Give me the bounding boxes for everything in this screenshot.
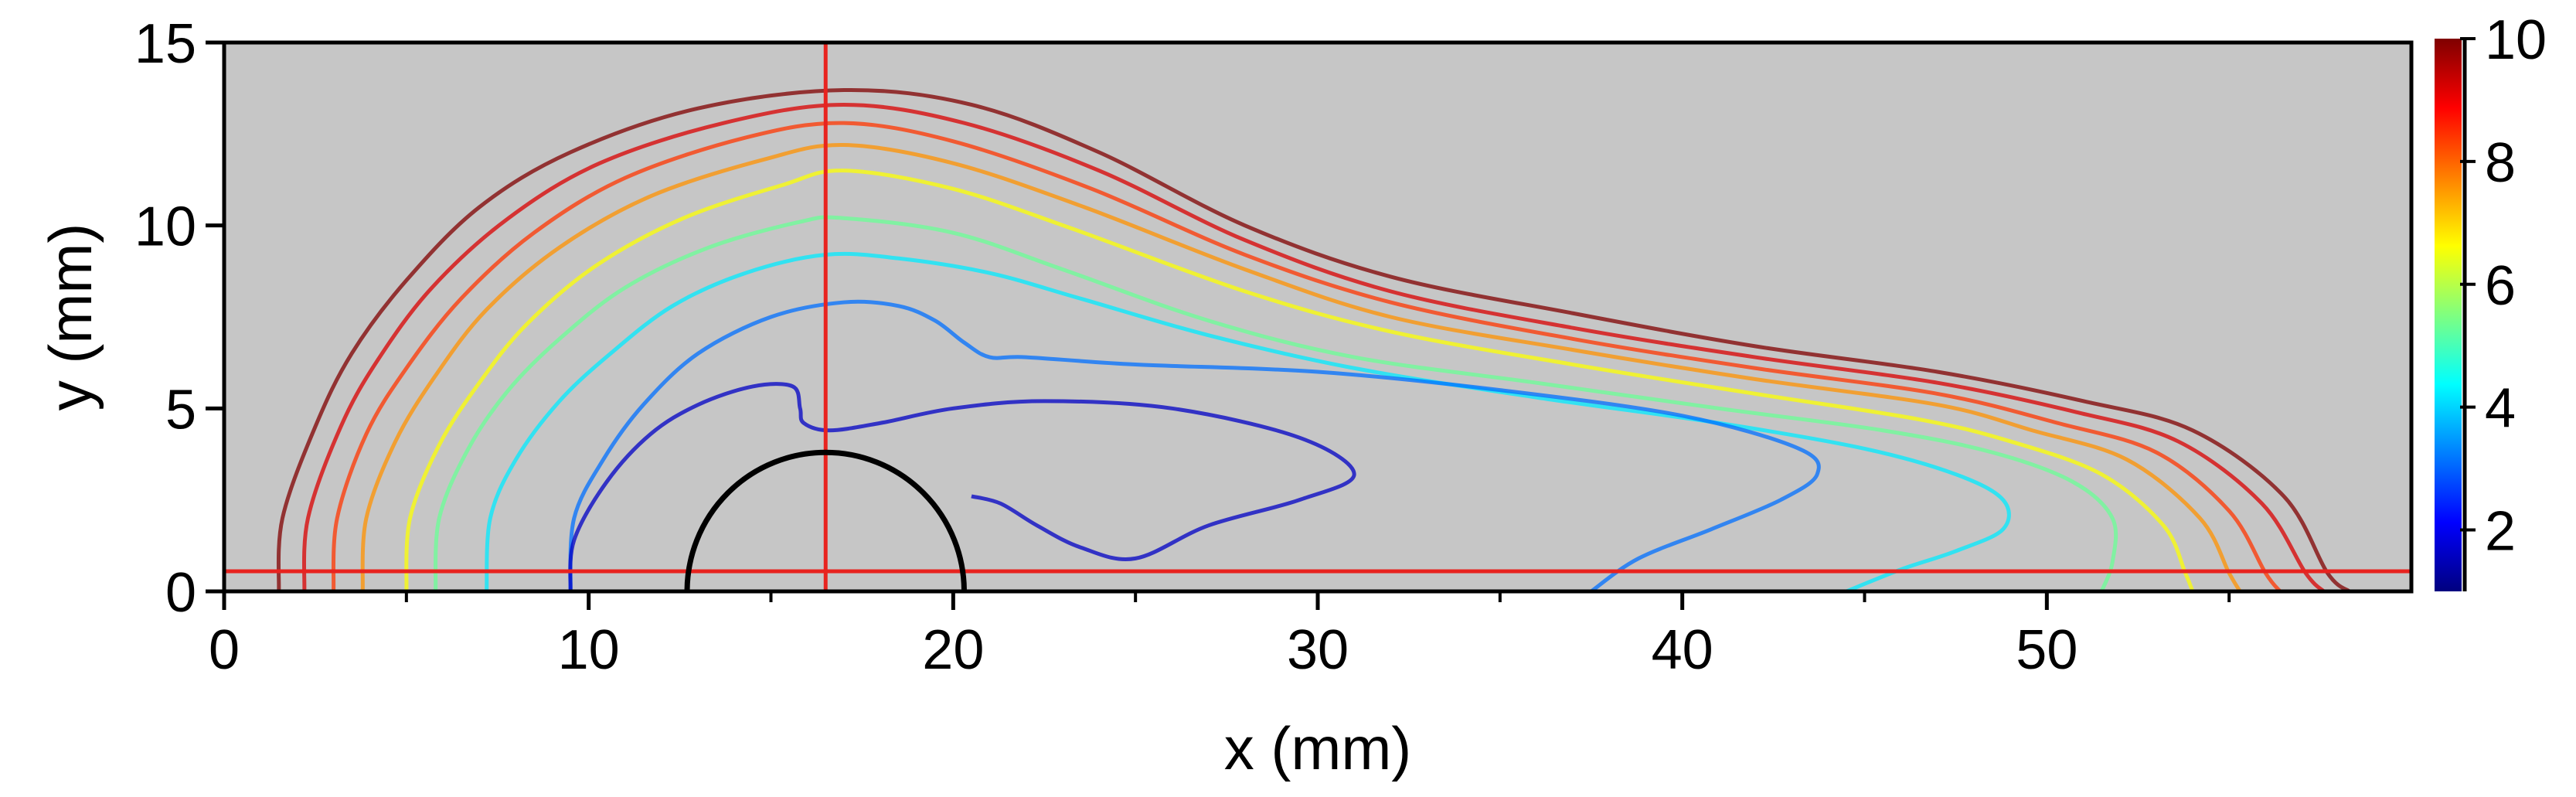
colorbar: 2 4 6 8 10 (2435, 9, 2547, 591)
x-tick-label: 0 (209, 619, 240, 681)
y-tick-label: 10 (134, 196, 196, 258)
colorbar-tick-label: 4 (2485, 378, 2516, 440)
contour-line-4 (404, 169, 2195, 592)
x-axis: 0 10 20 30 40 50 (209, 591, 2231, 681)
y-axis-label: y (mm) (36, 223, 104, 411)
y-tick-label: 5 (165, 379, 196, 441)
contour-line-2 (331, 121, 2282, 593)
x-tick-label: 50 (2016, 619, 2077, 681)
contour-line-7 (568, 299, 1821, 594)
contour-line-8 (568, 382, 1356, 592)
y-axis: 0 5 10 15 (134, 13, 224, 624)
y-tick-label: 15 (134, 13, 196, 75)
contour-line-3 (360, 143, 2242, 593)
x-tick-label: 40 (1652, 619, 1713, 681)
contour-line-6 (485, 251, 2011, 594)
contour-line-5 (434, 215, 2118, 592)
x-axis-label: x (mm) (1224, 714, 1412, 782)
colorbar-tick-label: 2 (2485, 501, 2516, 563)
colorbar-gradient (2435, 39, 2462, 591)
colorbar-tick-label: 6 (2485, 255, 2516, 317)
y-tick-label: 0 (165, 562, 196, 624)
colorbar-tick-label: 8 (2485, 132, 2516, 194)
colorbar-tick-label: 10 (2485, 9, 2547, 71)
plot-background (224, 43, 2411, 591)
contour-lines (276, 87, 2351, 594)
contour-line-0 (276, 87, 2351, 594)
x-tick-label: 30 (1287, 619, 1349, 681)
obstacle-semicircle (684, 450, 967, 592)
reference-lines (224, 43, 2411, 591)
x-tick-label: 20 (922, 619, 984, 681)
x-tick-label: 10 (558, 619, 620, 681)
contour-line-1 (301, 102, 2326, 593)
